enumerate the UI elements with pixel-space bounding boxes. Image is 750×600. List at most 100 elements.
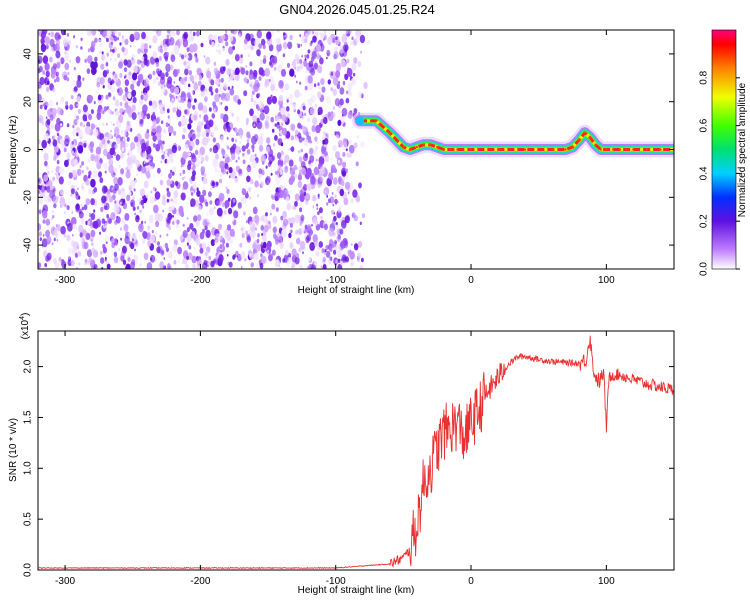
noise-blob	[173, 260, 177, 265]
noise-blob	[157, 81, 161, 86]
noise-blob	[197, 102, 204, 111]
noise-blob	[316, 91, 322, 99]
noise-blob	[269, 208, 273, 214]
colorbar-tick-label: 0.2	[699, 214, 710, 228]
noise-blob	[41, 121, 45, 126]
noise-region	[38, 30, 371, 269]
noise-blob	[257, 82, 261, 88]
noise-blob	[90, 148, 94, 153]
noise-blob	[199, 231, 205, 240]
noise-blob	[208, 191, 212, 198]
noise-blob	[260, 154, 267, 164]
noise-blob	[65, 104, 69, 110]
noise-blob	[186, 33, 192, 43]
noise-blob	[101, 185, 108, 194]
noise-blob	[301, 161, 306, 169]
noise-blob	[262, 127, 265, 130]
noise-blob	[90, 123, 95, 130]
noise-blob	[189, 30, 193, 35]
noise-blob	[359, 34, 366, 44]
noise-blob	[312, 194, 317, 202]
noise-blob	[253, 99, 258, 107]
noise-blob	[139, 98, 144, 105]
noise-blob	[157, 241, 160, 246]
noise-blob	[224, 96, 228, 101]
noise-blob	[108, 133, 113, 140]
snr-x-tick-label: 100	[598, 576, 615, 587]
noise-blob	[241, 145, 246, 152]
noise-blob	[184, 98, 186, 102]
noise-blob	[280, 157, 283, 161]
noise-blob	[87, 174, 91, 179]
noise-blob	[52, 139, 58, 147]
noise-blob	[259, 181, 262, 185]
noise-blob	[155, 220, 160, 228]
spectrogram-y-tick-label: -40	[23, 237, 34, 252]
noise-blob	[202, 131, 208, 140]
noise-blob	[260, 255, 267, 264]
noise-blob	[75, 184, 77, 188]
spectrogram-x-tick-label: -200	[190, 275, 210, 286]
noise-blob	[196, 67, 202, 76]
noise-blob	[143, 58, 148, 66]
noise-blob	[353, 57, 358, 64]
noise-blob	[299, 93, 302, 97]
noise-blob	[55, 224, 58, 228]
noise-blob	[60, 131, 63, 135]
noise-blob	[100, 63, 105, 70]
noise-blob	[221, 149, 226, 156]
noise-blob	[45, 218, 51, 226]
noise-blob	[160, 173, 163, 176]
noise-blob	[159, 108, 164, 115]
noise-blob	[320, 78, 325, 86]
noise-blob	[186, 68, 189, 72]
noise-blob	[88, 158, 91, 163]
noise-blob	[167, 263, 171, 269]
noise-blob	[98, 171, 102, 178]
noise-blob	[151, 124, 157, 133]
noise-blob	[172, 216, 178, 223]
noise-blob	[127, 232, 132, 238]
noise-blob	[166, 233, 169, 237]
noise-blob	[296, 65, 300, 72]
noise-blob	[59, 138, 64, 145]
noise-blob	[93, 101, 96, 105]
noise-blob	[70, 188, 75, 195]
noise-blob	[359, 221, 362, 226]
noise-blob	[74, 191, 79, 197]
noise-blob	[136, 215, 140, 220]
noise-blob	[332, 76, 339, 86]
noise-blob	[99, 76, 105, 85]
noise-blob	[298, 136, 303, 143]
noise-blob	[72, 157, 78, 165]
noise-blob	[258, 43, 263, 49]
noise-blob	[84, 262, 87, 266]
noise-blob	[62, 38, 69, 47]
noise-blob	[182, 261, 184, 264]
noise-blob	[244, 257, 247, 262]
noise-blob	[355, 31, 358, 35]
noise-blob	[158, 213, 163, 222]
spectrogram-y-label: Frequency (Hz)	[8, 116, 19, 185]
noise-blob	[72, 150, 74, 154]
noise-blob	[122, 111, 125, 115]
noise-blob	[136, 206, 140, 210]
noise-blob	[315, 124, 321, 134]
noise-blob	[245, 192, 249, 199]
noise-blob	[341, 33, 348, 43]
noise-blob	[176, 107, 179, 110]
noise-blob	[253, 252, 259, 261]
noise-blob	[342, 137, 347, 145]
noise-blob	[93, 264, 98, 269]
noise-blob	[275, 112, 278, 117]
noise-blob	[179, 235, 184, 242]
noise-blob	[344, 181, 351, 190]
noise-blob	[161, 154, 165, 160]
noise-blob	[284, 83, 290, 91]
spectrogram-y-axis: -40 -20 0 20 40	[23, 48, 674, 252]
noise-blob	[188, 197, 191, 201]
noise-blob	[199, 114, 202, 118]
noise-blob	[255, 220, 259, 226]
noise-blob	[41, 53, 45, 58]
noise-blob	[52, 215, 55, 219]
